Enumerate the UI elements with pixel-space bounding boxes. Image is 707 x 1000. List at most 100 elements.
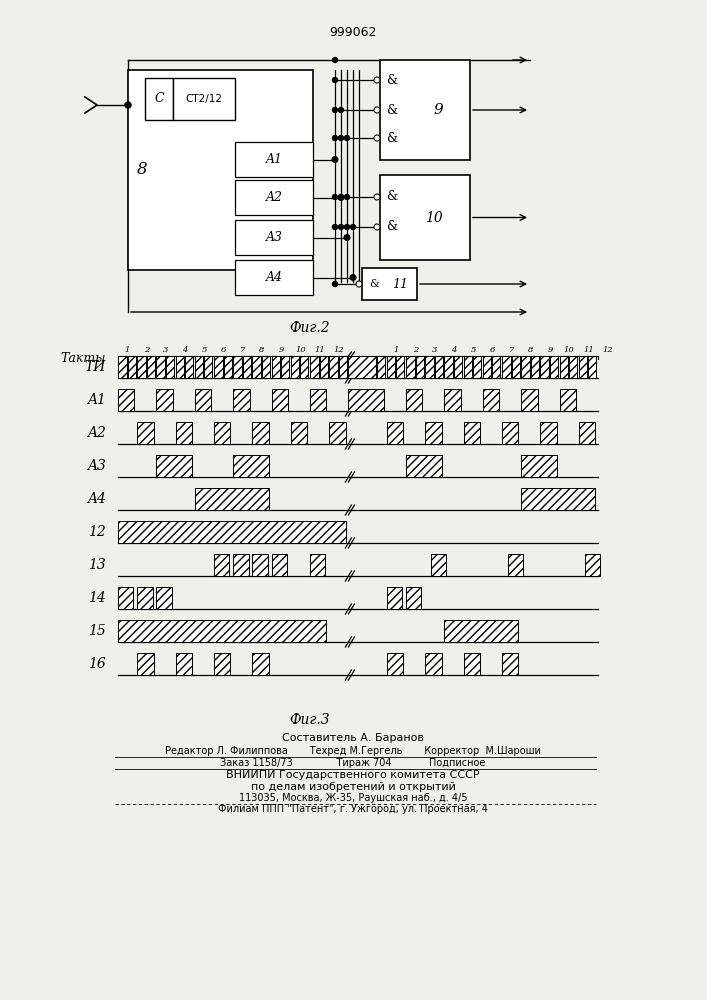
Circle shape (332, 57, 337, 62)
Text: A2: A2 (87, 426, 106, 440)
Text: &: & (387, 104, 397, 116)
Text: Составитель А. Баранов: Составитель А. Баранов (282, 733, 424, 743)
Text: 9: 9 (433, 103, 443, 117)
Bar (233, 356, 242, 378)
Text: &: & (369, 279, 379, 289)
Bar (320, 356, 327, 378)
Text: 2: 2 (144, 346, 149, 354)
Text: 8: 8 (528, 346, 534, 354)
Circle shape (332, 225, 337, 230)
Bar (445, 389, 461, 411)
Bar (435, 356, 443, 378)
Bar (502, 422, 518, 444)
Bar (145, 78, 173, 120)
Text: 3: 3 (432, 346, 438, 354)
Bar (185, 356, 193, 378)
Circle shape (374, 77, 380, 83)
Bar (252, 422, 269, 444)
Bar (425, 653, 441, 675)
Bar (252, 554, 268, 576)
Bar (483, 389, 499, 411)
Bar (214, 653, 230, 675)
Bar (147, 356, 155, 378)
Bar (233, 455, 269, 477)
Text: Фиг.2: Фиг.2 (290, 321, 330, 335)
Bar (235, 180, 313, 215)
Text: 999062: 999062 (329, 25, 377, 38)
Text: 16: 16 (88, 657, 106, 671)
Bar (521, 389, 537, 411)
Circle shape (351, 225, 356, 230)
Text: 9: 9 (547, 346, 553, 354)
Bar (175, 653, 192, 675)
Bar (156, 455, 192, 477)
Text: &: & (387, 221, 397, 233)
Bar (416, 356, 423, 378)
Bar (128, 70, 313, 270)
Text: 1: 1 (394, 346, 399, 354)
Text: 8: 8 (259, 346, 264, 354)
Bar (387, 422, 403, 444)
Text: 12: 12 (88, 525, 106, 539)
Bar (387, 653, 403, 675)
Bar (349, 389, 384, 411)
Bar (118, 356, 127, 378)
Text: 12: 12 (602, 346, 613, 354)
Circle shape (374, 107, 380, 113)
Circle shape (332, 157, 338, 162)
Circle shape (374, 194, 380, 200)
Bar (271, 554, 287, 576)
Bar (329, 422, 346, 444)
Circle shape (339, 225, 344, 230)
Text: 4: 4 (182, 346, 188, 354)
Text: 6: 6 (221, 346, 226, 354)
Circle shape (332, 282, 337, 286)
Text: A1: A1 (266, 153, 283, 166)
Bar (118, 587, 134, 609)
Bar (521, 455, 556, 477)
Bar (483, 356, 491, 378)
Text: 5: 5 (201, 346, 207, 354)
Bar (406, 389, 422, 411)
Bar (262, 356, 270, 378)
Text: 113035, Москва, Ж-35, Раушская наб., д. 4/5: 113035, Москва, Ж-35, Раушская наб., д. … (239, 793, 467, 803)
Bar (195, 389, 211, 411)
Bar (406, 356, 414, 378)
Bar (252, 356, 261, 378)
Text: A1: A1 (87, 393, 106, 407)
Text: 15: 15 (88, 624, 106, 638)
Bar (464, 422, 480, 444)
Circle shape (332, 135, 337, 140)
Bar (118, 389, 134, 411)
Bar (512, 356, 520, 378)
Bar (291, 356, 300, 378)
Text: 3: 3 (163, 346, 169, 354)
Bar (175, 356, 185, 378)
Bar (137, 356, 146, 378)
Bar (585, 554, 600, 576)
Bar (531, 356, 539, 378)
Circle shape (344, 225, 349, 230)
Circle shape (374, 135, 380, 141)
Bar (156, 389, 173, 411)
Bar (349, 356, 376, 378)
Circle shape (344, 235, 350, 240)
Bar (406, 455, 441, 477)
Text: 2: 2 (413, 346, 419, 354)
Bar (195, 488, 269, 510)
Circle shape (344, 135, 349, 140)
Text: 11: 11 (314, 346, 325, 354)
Circle shape (125, 102, 131, 108)
Bar (473, 356, 481, 378)
Bar (173, 78, 235, 120)
Bar (454, 356, 462, 378)
Bar (291, 422, 307, 444)
Bar (137, 653, 153, 675)
Circle shape (374, 224, 380, 230)
Bar (560, 389, 576, 411)
Text: Филиам ППП "Патент", г. Ужгород, ул. Проектная, 4: Филиам ППП "Патент", г. Ужгород, ул. Про… (218, 804, 488, 814)
Circle shape (332, 78, 337, 83)
Text: Редактор Л. Филиппова       Техред М.Гергель       Корректор  М.Шароши: Редактор Л. Филиппова Техред М.Гергель К… (165, 746, 541, 756)
Bar (569, 356, 577, 378)
Text: A3: A3 (87, 459, 106, 473)
